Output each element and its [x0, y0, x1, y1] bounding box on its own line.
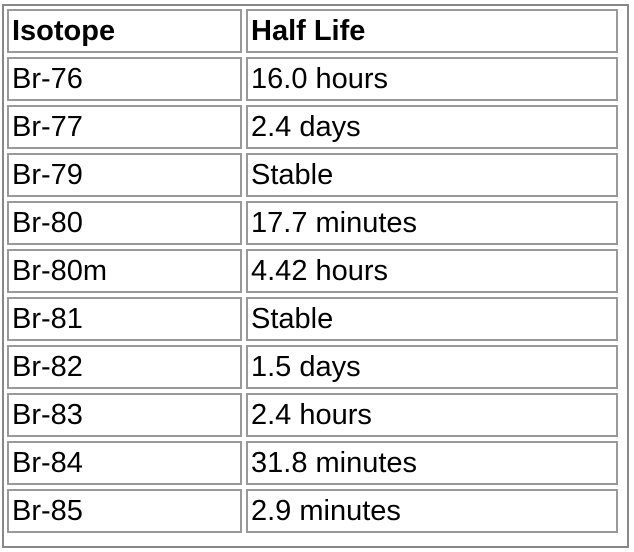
isotope-cell: Br-77: [7, 105, 242, 149]
half-life-cell: 2.4 days: [246, 105, 618, 149]
half-life-cell: 16.0 hours: [246, 57, 618, 101]
table-row: Br-76 16.0 hours: [7, 57, 618, 101]
table-row: Br-82 1.5 days: [7, 345, 618, 389]
isotope-half-life-table: Isotope Half Life Br-76 16.0 hours Br-77 2.…: [3, 5, 622, 537]
half-life-cell: 2.9 minutes: [246, 489, 618, 533]
isotope-table-container: Isotope Half Life Br-76 16.0 hours Br-77 2.…: [2, 4, 629, 548]
table-row: Br-80 17.7 minutes: [7, 201, 618, 245]
table-row: Br-81 Stable: [7, 297, 618, 341]
isotope-cell: Br-80: [7, 201, 242, 245]
table-row: Br-85 2.9 minutes: [7, 489, 618, 533]
table-row: Br-83 2.4 hours: [7, 393, 618, 437]
table-row: Br-84 31.8 minutes: [7, 441, 618, 485]
isotope-cell: Br-81: [7, 297, 242, 341]
half-life-cell: 4.42 hours: [246, 249, 618, 293]
table-body: Br-76 16.0 hours Br-77 2.4 days Br-79 Stable B…: [7, 57, 618, 533]
table-row: Br-80m 4.42 hours: [7, 249, 618, 293]
table-row: Br-79 Stable: [7, 153, 618, 197]
isotope-cell: Br-85: [7, 489, 242, 533]
isotope-cell: Br-82: [7, 345, 242, 389]
half-life-column-header: Half Life: [246, 9, 618, 53]
half-life-cell: 1.5 days: [246, 345, 618, 389]
isotope-cell: Br-83: [7, 393, 242, 437]
isotope-cell: Br-84: [7, 441, 242, 485]
half-life-cell: 2.4 hours: [246, 393, 618, 437]
isotope-column-header: Isotope: [7, 9, 242, 53]
isotope-cell: Br-76: [7, 57, 242, 101]
half-life-cell: Stable: [246, 153, 618, 197]
isotope-cell: Br-80m: [7, 249, 242, 293]
isotope-cell: Br-79: [7, 153, 242, 197]
table-row: Br-77 2.4 days: [7, 105, 618, 149]
half-life-cell: 17.7 minutes: [246, 201, 618, 245]
half-life-cell: Stable: [246, 297, 618, 341]
half-life-cell: 31.8 minutes: [246, 441, 618, 485]
table-header-row: Isotope Half Life: [7, 9, 618, 53]
